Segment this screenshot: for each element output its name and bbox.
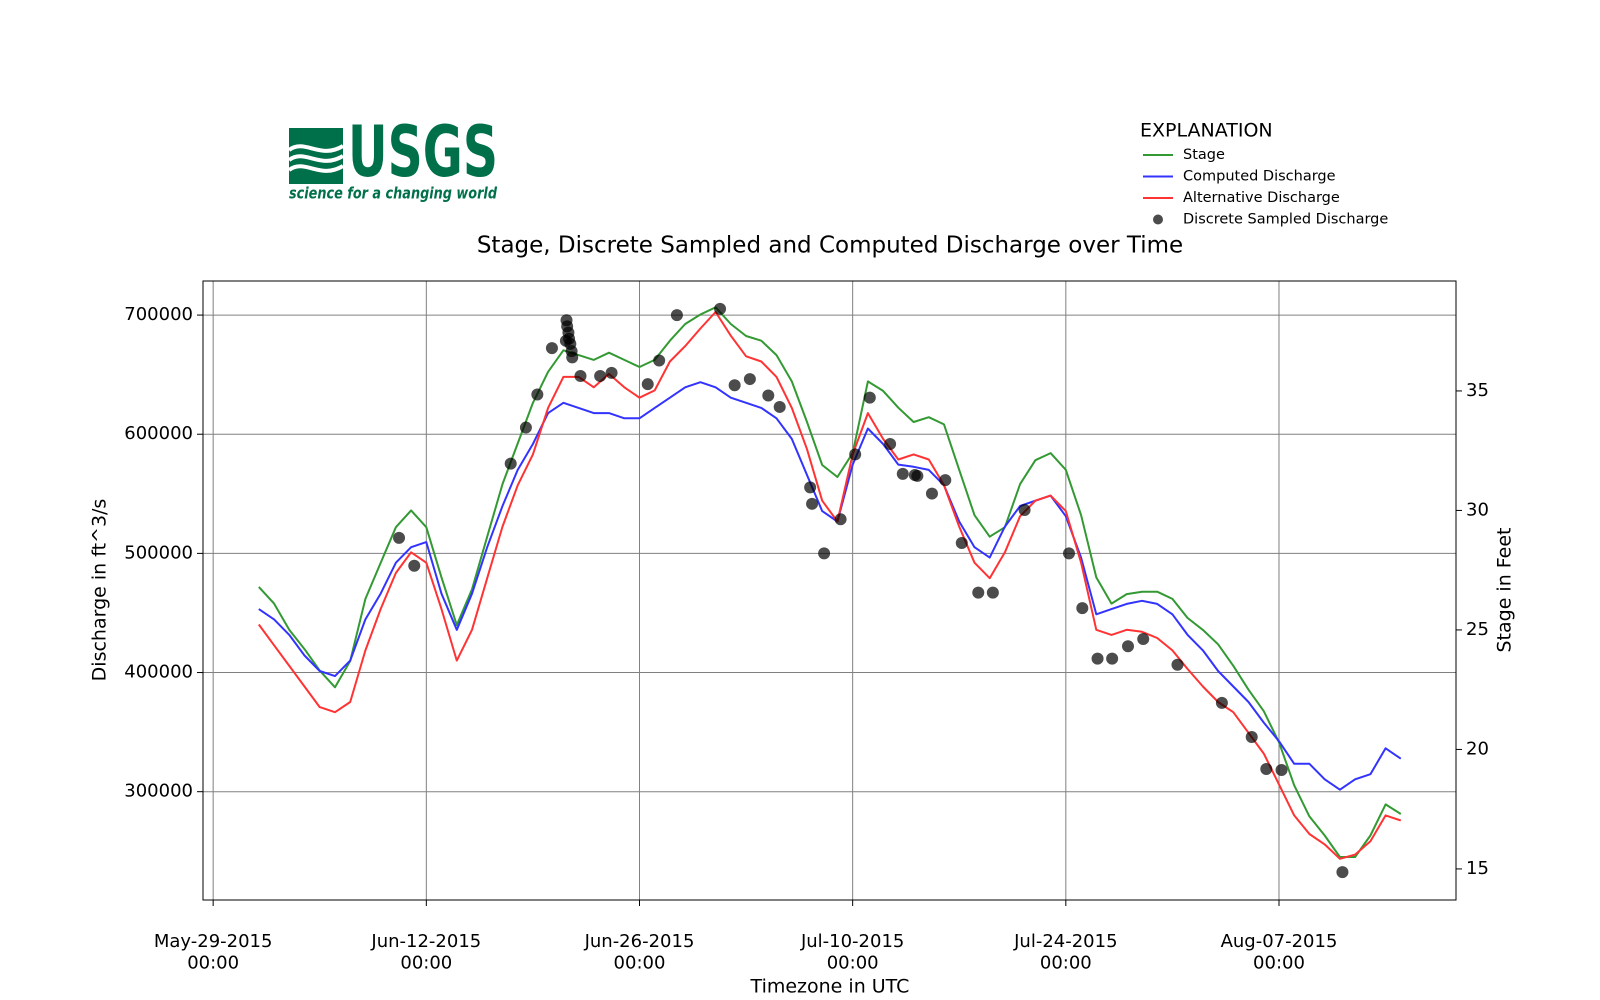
y-tick-label: 400000 <box>124 662 193 683</box>
y-axis-label: Discharge in ft^3/s <box>89 499 111 682</box>
sample-point <box>566 351 579 364</box>
y2-tick-label: 15 <box>1466 858 1489 879</box>
sample-point <box>1137 633 1150 646</box>
sample-point <box>1106 652 1119 665</box>
x-tick-label: Jul-24-2015 00:00 <box>1013 931 1117 974</box>
x-tick-label-line: May-29-2015 <box>154 931 273 952</box>
x-tick-label: Aug-07-2015 00:00 <box>1221 931 1338 974</box>
sample-point <box>519 421 532 434</box>
sample-point <box>574 369 587 382</box>
usgs-logo: USGS science for a changing world <box>287 111 498 203</box>
sample-point <box>955 537 968 550</box>
sample-point <box>972 586 985 599</box>
sample-point <box>531 388 544 401</box>
sample-point <box>1215 696 1228 709</box>
sample-point <box>804 481 817 494</box>
sample-point <box>896 467 909 480</box>
sample-point <box>605 366 618 379</box>
x-tick-label-line: Jun-26-2015 <box>584 931 695 952</box>
y-tick-label: 700000 <box>124 304 193 325</box>
sample-point <box>818 547 831 560</box>
sample-point <box>1121 640 1134 653</box>
sample-point <box>1091 652 1104 665</box>
sample-point <box>773 400 786 413</box>
sample-point <box>911 469 924 482</box>
grid <box>203 281 1456 900</box>
series-line <box>258 381 1402 791</box>
sample-point <box>728 379 741 392</box>
sample-point <box>393 531 406 544</box>
sample-point <box>594 369 607 382</box>
x-tick-label-line: Jun-12-2015 <box>370 931 481 952</box>
series-line <box>258 306 1402 858</box>
sample-point <box>884 438 897 451</box>
sample-point <box>1245 730 1258 743</box>
legend-label: Stage <box>1183 147 1225 163</box>
sample-point <box>1275 764 1288 777</box>
y2-tick-label: 25 <box>1466 619 1489 640</box>
series-line <box>257 311 1402 860</box>
x-tick-label: May-29-2015 00:00 <box>154 931 273 974</box>
sample-point <box>834 513 847 526</box>
sample-point <box>1260 763 1273 776</box>
sample-point <box>641 378 654 391</box>
x-tick-label-line: 00:00 <box>400 953 452 974</box>
sample-point <box>939 474 952 487</box>
sample-point <box>545 342 558 355</box>
legend-swatch <box>1153 214 1163 225</box>
sample-point <box>559 334 572 347</box>
sample-point <box>806 497 819 510</box>
logo-waves <box>287 144 345 173</box>
chart-title: Stage, Discrete Sampled and Computed Dis… <box>477 233 1183 259</box>
x-tick-label-line: Jul-24-2015 <box>1013 931 1117 952</box>
sample-point <box>863 391 876 404</box>
sample-point <box>1336 866 1349 879</box>
legend-label: Alternative Discharge <box>1183 190 1340 206</box>
y2-tick-label: 35 <box>1466 380 1489 401</box>
legend-title: EXPLANATION <box>1140 120 1273 142</box>
legend-label: Discrete Sampled Discharge <box>1183 212 1388 228</box>
y-tick-label: 500000 <box>124 542 193 563</box>
sample-point <box>670 309 683 322</box>
sample-point <box>986 586 999 599</box>
x-tick-label: Jul-10-2015 00:00 <box>800 931 904 974</box>
sample-point <box>849 448 862 461</box>
y2-tick-label: 30 <box>1466 499 1489 520</box>
logo-tagline: science for a changing world <box>289 184 497 203</box>
y2-axis-label: Stage in Feet <box>1494 527 1516 652</box>
sample-point <box>762 389 775 402</box>
sample-point <box>925 487 938 500</box>
y-tick-label: 300000 <box>124 781 193 802</box>
sample-point <box>1171 658 1184 671</box>
sample-point <box>408 559 421 572</box>
y2-tick-label: 20 <box>1466 738 1489 759</box>
x-tick-label: Jun-12-2015 00:00 <box>370 931 481 974</box>
x-tick-label-line: 00:00 <box>614 953 666 974</box>
x-tick-label-line: 00:00 <box>1253 953 1305 974</box>
x-tick-label-line: 00:00 <box>187 953 239 974</box>
y-tick-label: 600000 <box>124 423 193 444</box>
sample-point <box>1018 504 1031 517</box>
x-tick-label-line: Aug-07-2015 <box>1221 931 1338 952</box>
sample-point <box>1062 547 1075 560</box>
x-axis-label: Timezone in UTC <box>750 976 910 998</box>
legend-label: Computed Discharge <box>1183 169 1336 185</box>
sample-point <box>653 354 666 367</box>
plot-frame <box>202 280 1457 901</box>
x-tick-label-line: Jul-10-2015 <box>800 931 904 952</box>
sample-point <box>743 373 756 386</box>
x-tick-label-line: 00:00 <box>1040 953 1092 974</box>
x-tick-label-line: 00:00 <box>827 953 879 974</box>
sample-point <box>1076 602 1089 615</box>
sample-point <box>714 302 727 315</box>
x-tick-label: Jun-26-2015 00:00 <box>584 931 695 974</box>
logo-text: USGS <box>348 111 498 193</box>
sample-point <box>504 457 517 470</box>
legend: EXPLANATION Stage Computed Discharge Altern… <box>1140 120 1388 228</box>
